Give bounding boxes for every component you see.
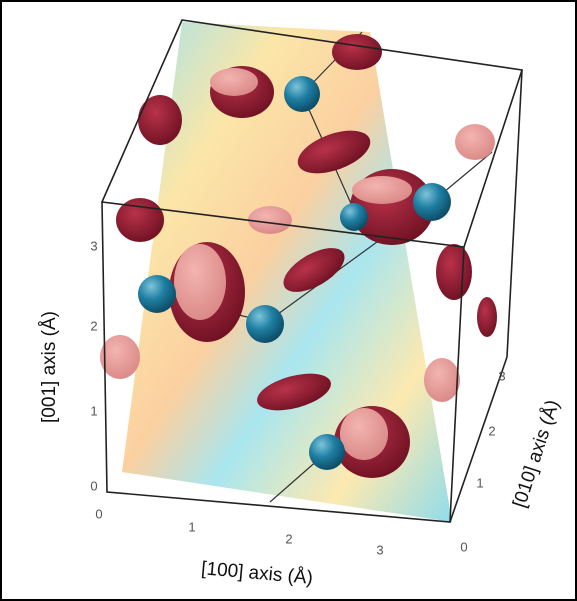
- tick-label: 1: [476, 475, 483, 490]
- axis-title: [100] axis (Å): [200, 558, 313, 589]
- tick-label: 0: [95, 506, 102, 521]
- figure: 0 1 2 3 [001] axis (Å) 0 1 2 3 [100] axis (Å) 0 1 2 3…: [2, 2, 575, 599]
- tick-label: 2: [488, 423, 495, 438]
- axis-title: [001] axis (Å): [39, 311, 60, 423]
- tick-label: 1: [90, 403, 97, 418]
- tick-label: 3: [90, 238, 97, 253]
- tick-label: 2: [90, 318, 97, 333]
- tick-label: 3: [498, 368, 505, 383]
- tick-label: 2: [285, 531, 292, 546]
- tick-label: 0: [90, 478, 97, 493]
- figure-frame: 0 1 2 3 [001] axis (Å) 0 1 2 3 [100] axis (Å) 0 1 2 3…: [0, 0, 577, 601]
- tick-label: 0: [460, 539, 467, 554]
- tick-label: 1: [188, 519, 195, 534]
- tick-label: 3: [376, 542, 383, 557]
- isosurface-scene: [100, 20, 522, 522]
- axis-title: [010] axis (Å): [509, 397, 564, 510]
